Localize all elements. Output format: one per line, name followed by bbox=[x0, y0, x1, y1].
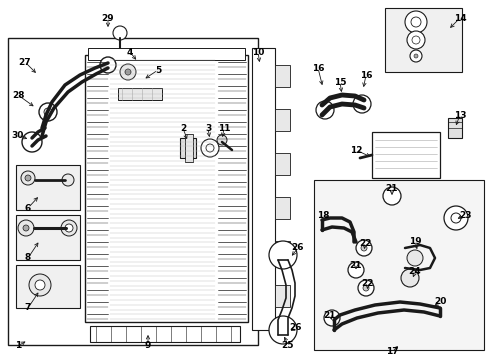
Text: 10: 10 bbox=[251, 48, 264, 57]
Circle shape bbox=[411, 36, 419, 44]
Bar bbox=[85, 55, 247, 322]
Circle shape bbox=[29, 274, 51, 296]
Text: 21: 21 bbox=[349, 261, 362, 270]
Circle shape bbox=[268, 241, 296, 269]
Text: 6: 6 bbox=[25, 203, 31, 212]
Circle shape bbox=[21, 171, 35, 185]
Circle shape bbox=[120, 64, 136, 80]
Circle shape bbox=[362, 285, 368, 291]
Circle shape bbox=[406, 250, 422, 266]
Text: 21: 21 bbox=[385, 184, 397, 193]
Circle shape bbox=[410, 17, 420, 27]
Bar bbox=[384, 8, 461, 72]
Text: 14: 14 bbox=[453, 14, 466, 23]
Bar bbox=[274, 197, 289, 219]
Text: 19: 19 bbox=[408, 238, 421, 247]
Circle shape bbox=[44, 108, 52, 116]
Circle shape bbox=[400, 269, 418, 287]
Circle shape bbox=[39, 103, 57, 121]
Bar bbox=[16, 165, 80, 210]
Circle shape bbox=[62, 174, 74, 186]
Circle shape bbox=[113, 26, 127, 40]
Circle shape bbox=[413, 54, 417, 58]
Text: 15: 15 bbox=[333, 77, 346, 86]
Circle shape bbox=[406, 31, 424, 49]
Text: 23: 23 bbox=[458, 211, 470, 220]
Text: 24: 24 bbox=[408, 267, 421, 276]
Text: 16: 16 bbox=[311, 63, 324, 72]
Bar bbox=[90, 326, 240, 342]
Circle shape bbox=[382, 187, 400, 205]
Text: 9: 9 bbox=[144, 341, 151, 350]
Circle shape bbox=[22, 132, 42, 152]
Text: 4: 4 bbox=[126, 48, 133, 57]
Text: 1: 1 bbox=[15, 342, 21, 351]
Bar bbox=[274, 285, 289, 307]
Bar bbox=[274, 241, 289, 263]
Circle shape bbox=[201, 139, 219, 157]
Circle shape bbox=[25, 175, 31, 181]
Text: 28: 28 bbox=[12, 90, 24, 99]
Bar bbox=[274, 65, 289, 87]
Text: 13: 13 bbox=[453, 111, 465, 120]
Text: 26: 26 bbox=[291, 243, 304, 252]
Circle shape bbox=[35, 280, 45, 290]
Text: 8: 8 bbox=[25, 253, 31, 262]
Text: 5: 5 bbox=[155, 66, 161, 75]
Circle shape bbox=[347, 262, 363, 278]
Bar bbox=[88, 48, 244, 60]
Bar bbox=[274, 153, 289, 175]
Circle shape bbox=[100, 57, 116, 73]
Text: 27: 27 bbox=[19, 58, 31, 67]
Circle shape bbox=[61, 220, 77, 236]
Bar bbox=[274, 109, 289, 131]
Bar bbox=[16, 215, 80, 260]
Circle shape bbox=[65, 224, 73, 232]
Text: 16: 16 bbox=[359, 71, 371, 80]
Circle shape bbox=[409, 50, 421, 62]
Text: 20: 20 bbox=[433, 297, 445, 306]
Text: 21: 21 bbox=[323, 310, 336, 320]
Circle shape bbox=[357, 280, 373, 296]
Circle shape bbox=[315, 101, 333, 119]
Circle shape bbox=[18, 220, 34, 236]
Bar bbox=[371, 132, 439, 178]
Text: 22: 22 bbox=[358, 239, 370, 248]
Bar bbox=[16, 265, 80, 308]
Circle shape bbox=[205, 144, 214, 152]
Text: 11: 11 bbox=[217, 123, 230, 132]
Circle shape bbox=[443, 206, 467, 230]
Bar bbox=[251, 48, 274, 330]
Text: 12: 12 bbox=[349, 145, 362, 154]
Circle shape bbox=[355, 240, 371, 256]
Bar bbox=[8, 38, 258, 345]
Bar bbox=[118, 88, 162, 100]
Circle shape bbox=[324, 310, 339, 326]
Circle shape bbox=[268, 316, 296, 344]
Text: 25: 25 bbox=[281, 341, 294, 350]
Text: 29: 29 bbox=[102, 14, 114, 23]
Circle shape bbox=[23, 225, 29, 231]
Text: 17: 17 bbox=[385, 347, 398, 356]
Bar bbox=[313, 180, 483, 350]
Text: 3: 3 bbox=[204, 123, 211, 132]
Bar bbox=[447, 118, 461, 138]
Text: 18: 18 bbox=[316, 211, 328, 220]
Text: 26: 26 bbox=[289, 324, 302, 333]
Bar bbox=[110, 55, 170, 112]
Text: 30: 30 bbox=[12, 131, 24, 140]
Circle shape bbox=[352, 95, 370, 113]
Circle shape bbox=[360, 245, 366, 251]
Bar bbox=[180, 138, 196, 158]
Circle shape bbox=[404, 11, 426, 33]
Circle shape bbox=[217, 135, 226, 145]
Text: 22: 22 bbox=[361, 279, 373, 288]
Bar bbox=[184, 134, 193, 162]
Circle shape bbox=[125, 69, 131, 75]
Circle shape bbox=[450, 213, 460, 223]
Text: 7: 7 bbox=[25, 303, 31, 312]
Text: 2: 2 bbox=[180, 123, 186, 132]
